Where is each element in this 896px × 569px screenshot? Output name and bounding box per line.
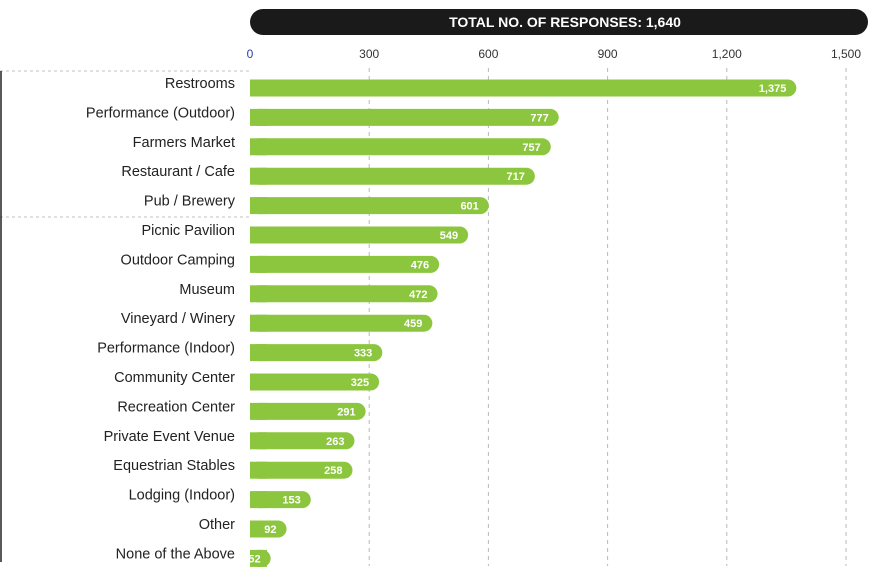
bar-square-edge: [250, 344, 267, 362]
category-label: Restaurant / Cafe: [121, 164, 235, 180]
category-label: Museum: [179, 282, 235, 298]
category-label: Private Event Venue: [104, 429, 235, 445]
bar-series: 1,375 777 757 717 601 549 476 472 459 333 325 291 26…: [248, 79, 797, 567]
bar: [250, 432, 355, 450]
category-label: Vineyard / Winery: [121, 311, 236, 327]
bar-square-edge: [250, 197, 267, 215]
bar: [250, 108, 559, 126]
category-label: Picnic Pavilion: [142, 223, 236, 239]
bar-square-edge: [250, 79, 267, 97]
category-label: Pub / Brewery: [144, 194, 236, 210]
bar: [250, 402, 366, 420]
bar: [250, 255, 440, 273]
bar-square-edge: [250, 520, 267, 538]
bar-value-label: 549: [440, 230, 458, 242]
x-tick-label: 300: [359, 47, 379, 61]
bar-value-label: 153: [282, 495, 300, 507]
category-label: Outdoor Camping: [121, 252, 235, 268]
bar-value-label: 459: [404, 318, 422, 330]
bar-value-label: 601: [460, 201, 478, 213]
bar-value-label: 333: [354, 348, 372, 360]
category-label: Equestrian Stables: [113, 458, 235, 474]
category-label: Other: [199, 517, 235, 533]
category-label: Recreation Center: [117, 399, 235, 415]
x-tick-label: 600: [478, 47, 498, 61]
bar-value-label: 258: [324, 465, 342, 477]
bar-value-label: 52: [248, 553, 260, 565]
bar-value-label: 472: [409, 289, 427, 301]
x-tick-label: 1,500: [831, 47, 861, 61]
category-labels: Restrooms Performance (Outdoor) Farmers Ma…: [86, 76, 236, 562]
bar: [250, 197, 489, 215]
bar-value-label: 777: [530, 112, 548, 124]
bar-square-edge: [250, 108, 267, 126]
category-label: Restrooms: [165, 76, 235, 92]
bar-square-edge: [250, 314, 267, 332]
bar-value-label: 92: [264, 524, 276, 536]
bar: [250, 226, 469, 244]
category-label: None of the Above: [116, 546, 235, 562]
chart-title: TOTAL NO. OF RESPONSES: 1,640: [449, 14, 681, 30]
category-label: Performance (Outdoor): [86, 105, 235, 121]
chart-title-banner: TOTAL NO. OF RESPONSES: 1,640: [250, 9, 868, 35]
bar-square-edge: [250, 255, 267, 273]
bar-value-label: 291: [337, 406, 355, 418]
bar-square-edge: [250, 226, 267, 244]
bar-square-edge: [250, 432, 267, 450]
bar-square-edge: [250, 461, 267, 479]
bar: [250, 344, 383, 362]
bar: [250, 314, 433, 332]
title-banner-background: [250, 9, 868, 35]
bar: [250, 79, 797, 97]
bar-square-edge: [250, 285, 267, 303]
bar: [250, 373, 380, 391]
bar-value-label: 476: [411, 259, 429, 271]
bar-value-label: 325: [351, 377, 369, 389]
x-tick-label: 1,200: [712, 47, 742, 61]
x-tick-label: 0: [247, 47, 254, 61]
bar: [250, 138, 551, 156]
bar-value-label: 1,375: [759, 83, 787, 95]
category-label: Lodging (Indoor): [129, 488, 235, 504]
bar-square-edge: [250, 373, 267, 391]
category-label: Community Center: [114, 370, 235, 386]
bar-value-label: 263: [326, 436, 344, 448]
bar: [250, 167, 535, 185]
x-tick-label: 900: [598, 47, 618, 61]
bar-square-edge: [250, 491, 267, 509]
category-label: Farmers Market: [133, 135, 235, 151]
category-label: Performance (Indoor): [97, 341, 235, 357]
bar-square-edge: [250, 138, 267, 156]
group-separators: [0, 70, 250, 562]
bar: [250, 461, 353, 479]
bar-square-edge: [250, 549, 267, 567]
x-axis-ticks: 0 300 600 900 1,200 1,500: [247, 47, 862, 61]
bar-square-edge: [250, 402, 267, 420]
bar-value-label: 717: [507, 171, 525, 183]
bar-value-label: 757: [522, 142, 540, 154]
bar-square-edge: [250, 167, 267, 185]
bar: [250, 285, 438, 303]
